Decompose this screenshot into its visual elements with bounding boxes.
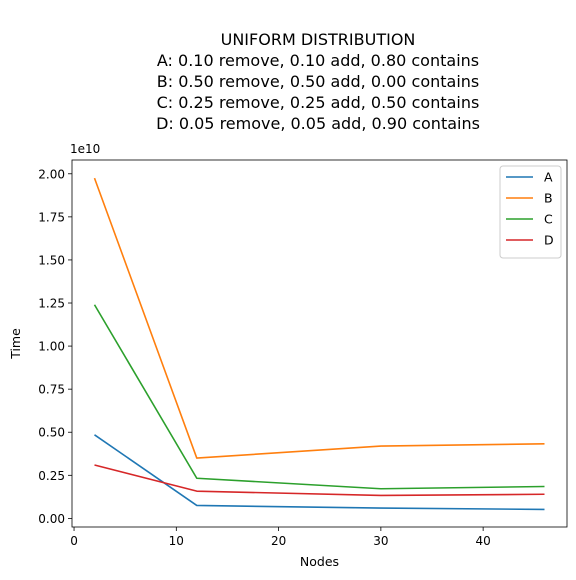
x-axis-ticks: 0 10 20 30 40 xyxy=(70,527,491,548)
y-tick-label: 1.50 xyxy=(38,253,65,267)
chart-title: UNIFORM DISTRIBUTION A: 0.10 remove, 0.10… xyxy=(156,30,480,133)
series-line-d xyxy=(94,464,545,497)
y-tick-label: 1.25 xyxy=(38,297,65,311)
series-lines xyxy=(93,177,545,511)
legend-box xyxy=(499,165,562,259)
y-tick-label: 0.50 xyxy=(38,426,65,440)
chart-title-line: D: 0.05 remove, 0.05 add, 0.90 contains xyxy=(156,114,480,133)
chart-title-line: C: 0.25 remove, 0.25 add, 0.50 contains xyxy=(157,93,480,112)
x-tick-label: 0 xyxy=(70,534,78,548)
y-tick-label: 0.00 xyxy=(38,512,65,526)
plot-frame xyxy=(71,159,568,528)
series-line-c xyxy=(93,304,545,490)
legend-label: C xyxy=(544,212,553,227)
chart-title-line: UNIFORM DISTRIBUTION xyxy=(221,30,416,49)
y-tick-label: 1.00 xyxy=(38,340,65,354)
y-tick-label: 0.75 xyxy=(38,383,65,397)
y-axis-ticks: 0.00 0.25 0.50 0.75 1.00 1.25 1.50 1.75 2.00 xyxy=(38,167,72,526)
legend-label: B xyxy=(544,191,553,206)
y-tick-label: 1.75 xyxy=(38,210,65,224)
chart-title-line: A: 0.10 remove, 0.10 add, 0.80 contains xyxy=(157,51,479,70)
y-tick-label: 2.00 xyxy=(38,167,65,181)
y-offset-label: 1e10 xyxy=(70,142,100,156)
series-line-b xyxy=(93,177,545,459)
x-tick-label: 10 xyxy=(169,534,184,548)
x-tick-label: 30 xyxy=(373,534,388,548)
y-axis-label: Time xyxy=(8,328,23,360)
legend-label: D xyxy=(544,233,554,248)
chart-title-line: B: 0.50 remove, 0.50 add, 0.00 contains xyxy=(157,72,480,91)
series-line-a xyxy=(94,434,545,511)
y-tick-label: 0.25 xyxy=(38,469,65,483)
legend-label: A xyxy=(544,170,553,185)
x-axis-label: Nodes xyxy=(300,554,339,569)
x-tick-label: 40 xyxy=(475,534,490,548)
x-tick-label: 20 xyxy=(271,534,286,548)
